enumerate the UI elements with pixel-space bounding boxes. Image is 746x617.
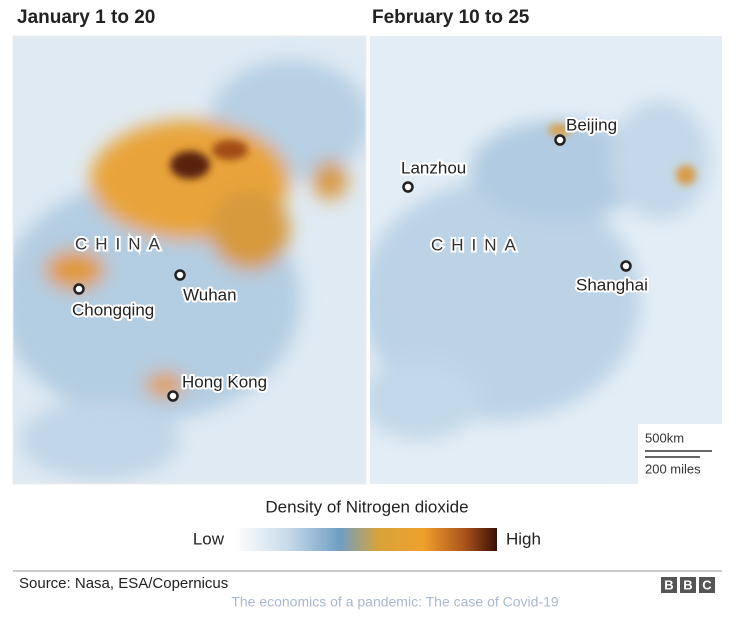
city-label: Shanghai <box>576 275 648 294</box>
country-label: CHINA <box>75 234 168 253</box>
scale-metric: 500km <box>645 430 684 445</box>
map-february <box>370 36 722 484</box>
city-label: Beijing <box>566 115 617 134</box>
city-dot <box>402 181 414 193</box>
legend-title: Density of Nitrogen dioxide <box>265 497 468 516</box>
city-label: Lanzhou <box>401 158 466 177</box>
caption: The economics of a pandemic: The case of… <box>231 594 559 610</box>
city-dot <box>174 269 186 281</box>
legend-high: High <box>506 529 541 548</box>
city-dot <box>73 283 85 295</box>
city-label: Hong Kong <box>182 372 267 391</box>
city-label: Chongqing <box>72 300 154 319</box>
logo: B B C <box>661 577 715 593</box>
panel-title: January 1 to 20 <box>17 7 155 28</box>
scale-box <box>638 424 722 484</box>
logo-letter: B <box>683 577 692 592</box>
city-dot <box>554 134 566 146</box>
source: Source: Nasa, ESA/Copernicus <box>19 575 228 592</box>
city-dot <box>620 260 632 272</box>
city-dot <box>167 390 179 402</box>
legend-low: Low <box>193 529 225 548</box>
legend-gradient <box>235 528 497 551</box>
city-label: Wuhan <box>183 285 237 304</box>
country-label: CHINA <box>431 235 524 254</box>
map-january <box>13 36 366 484</box>
map-frame <box>12 35 367 485</box>
panel-title: February 10 to 25 <box>372 7 530 28</box>
logo-letter: B <box>664 577 673 592</box>
logo-letter: C <box>702 577 712 592</box>
scale-imperial: 200 miles <box>645 461 701 476</box>
